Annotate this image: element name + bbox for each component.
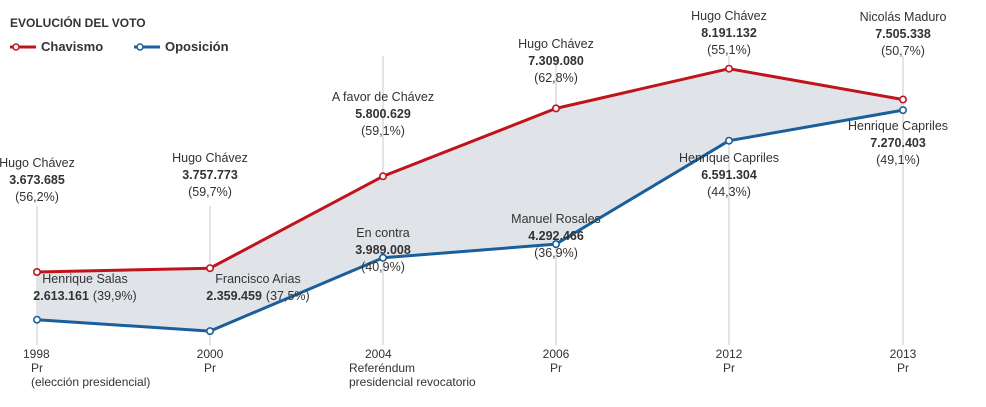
band-layer bbox=[37, 68, 903, 332]
point-chavismo-2012 bbox=[724, 64, 733, 73]
label-chavismo-2000-name: Hugo Chávez bbox=[172, 151, 248, 165]
label-chavismo-1998-pct: (56,2%) bbox=[15, 190, 59, 204]
label-chavismo-2000-votes: 3.757.773 bbox=[182, 168, 238, 182]
label-oposicion-2000-pct: (37,5%) bbox=[266, 289, 310, 303]
label-oposicion-2000-name: Francisco Arias bbox=[215, 272, 300, 286]
label-oposicion-2004-votes: 3.989.008 bbox=[355, 243, 411, 257]
point-oposicion-1998 bbox=[32, 315, 41, 324]
gap-band bbox=[37, 68, 903, 332]
point-chavismo-2013 bbox=[898, 95, 907, 104]
label-chavismo-2006-votes: 7.309.080 bbox=[528, 54, 584, 68]
legend-oposicion-label: Oposición bbox=[165, 39, 229, 54]
label-oposicion-1998-values: 2.613.161 (39,9%) bbox=[33, 289, 136, 303]
point-oposicion-2013 bbox=[898, 106, 907, 115]
label-oposicion-2000-votes: 2.359.459 bbox=[206, 289, 262, 303]
legend-chavismo-marker bbox=[12, 43, 20, 51]
label-chavismo-2004-name: A favor de Chávez bbox=[332, 90, 434, 104]
axis-sub-2006-0: Pr bbox=[550, 361, 562, 375]
legend: Chavismo Oposición bbox=[10, 39, 229, 54]
axis-year-1998: 1998 bbox=[23, 347, 50, 361]
label-oposicion-2006-pct: (36,9%) bbox=[534, 246, 578, 260]
chart-title: EVOLUCIÓN DEL VOTO bbox=[10, 15, 146, 30]
point-oposicion-2004 bbox=[378, 253, 387, 262]
series-line-chavismo bbox=[36, 67, 904, 274]
label-oposicion-1998-votes: 2.613.161 bbox=[33, 289, 89, 303]
label-chavismo-2013-pct: (50,7%) bbox=[881, 44, 925, 58]
label-oposicion-2006-votes: 4.292.466 bbox=[528, 229, 584, 243]
axis-year-2013: 2013 bbox=[890, 347, 917, 361]
label-oposicion-1998-name: Henrique Salas bbox=[42, 272, 127, 286]
axis-sub-2012-0: Pr bbox=[723, 361, 735, 375]
line-layer bbox=[36, 67, 904, 333]
axis-sub-2004-1: presidencial revocatorio bbox=[349, 375, 476, 389]
axis-year-2000: 2000 bbox=[197, 347, 224, 361]
axis-sub-2000-0: Pr bbox=[204, 361, 216, 375]
label-chavismo-2012-name: Hugo Chávez bbox=[691, 9, 767, 23]
label-oposicion-2013-name: Henrique Capriles bbox=[848, 119, 948, 133]
legend-chavismo-label: Chavismo bbox=[41, 39, 103, 54]
label-chavismo-2006-name: Hugo Chávez bbox=[518, 37, 594, 51]
label-chavismo-2012-votes: 8.191.132 bbox=[701, 26, 757, 40]
label-oposicion-2004-name: En contra bbox=[356, 226, 410, 240]
series-line-oposicion bbox=[36, 108, 904, 333]
label-oposicion-1998-pct: (39,9%) bbox=[93, 289, 137, 303]
axis-year-2006: 2006 bbox=[543, 347, 570, 361]
label-oposicion-2013-pct: (49,1%) bbox=[876, 153, 920, 167]
point-chavismo-2004 bbox=[378, 172, 387, 181]
label-chavismo-2004-votes: 5.800.629 bbox=[355, 107, 411, 121]
axis-sub-2013-0: Pr bbox=[897, 361, 909, 375]
label-oposicion-2006-name: Manuel Rosales bbox=[511, 212, 601, 226]
point-chavismo-2006 bbox=[551, 104, 560, 113]
point-oposicion-2006 bbox=[551, 240, 560, 249]
label-chavismo-2000-pct: (59,7%) bbox=[188, 185, 232, 199]
label-oposicion-2013-votes: 7.270.403 bbox=[870, 136, 926, 150]
point-layer bbox=[32, 64, 907, 336]
axis-year-2004: 2004 bbox=[365, 347, 392, 361]
label-chavismo-2012-pct: (55,1%) bbox=[707, 43, 751, 57]
axis-sub-1998-0: Pr bbox=[31, 361, 43, 375]
point-oposicion-2000 bbox=[206, 327, 215, 336]
axis-sub-2004-0: Referéndum bbox=[349, 361, 415, 375]
label-oposicion-2012-pct: (44,3%) bbox=[707, 185, 751, 199]
label-oposicion-2012-votes: 6.591.304 bbox=[701, 168, 757, 182]
axis-sub-1998-1: (elección presidencial) bbox=[31, 375, 150, 389]
label-chavismo-2013-votes: 7.505.338 bbox=[875, 27, 931, 41]
label-layer: Hugo Chávez 3.673.685 (56,2%) Hugo Chávez 3.… bbox=[0, 9, 948, 303]
label-chavismo-1998-name: Hugo Chávez bbox=[0, 156, 75, 170]
axis-year-2012: 2012 bbox=[716, 347, 743, 361]
legend-oposicion-marker bbox=[136, 43, 144, 51]
label-chavismo-2004-pct: (59,1%) bbox=[361, 124, 405, 138]
label-chavismo-2006-pct: (62,8%) bbox=[534, 71, 578, 85]
point-chavismo-2000 bbox=[206, 264, 215, 273]
label-chavismo-2013-name: Nicolás Maduro bbox=[860, 10, 947, 24]
point-chavismo-1998 bbox=[32, 267, 41, 276]
label-oposicion-2012-name: Henrique Capriles bbox=[679, 151, 779, 165]
label-oposicion-2000-values: 2.359.459 (37,5%) bbox=[206, 289, 309, 303]
point-oposicion-2012 bbox=[724, 136, 733, 145]
label-oposicion-2004-pct: (40,9%) bbox=[361, 260, 405, 274]
label-chavismo-1998-votes: 3.673.685 bbox=[9, 173, 65, 187]
